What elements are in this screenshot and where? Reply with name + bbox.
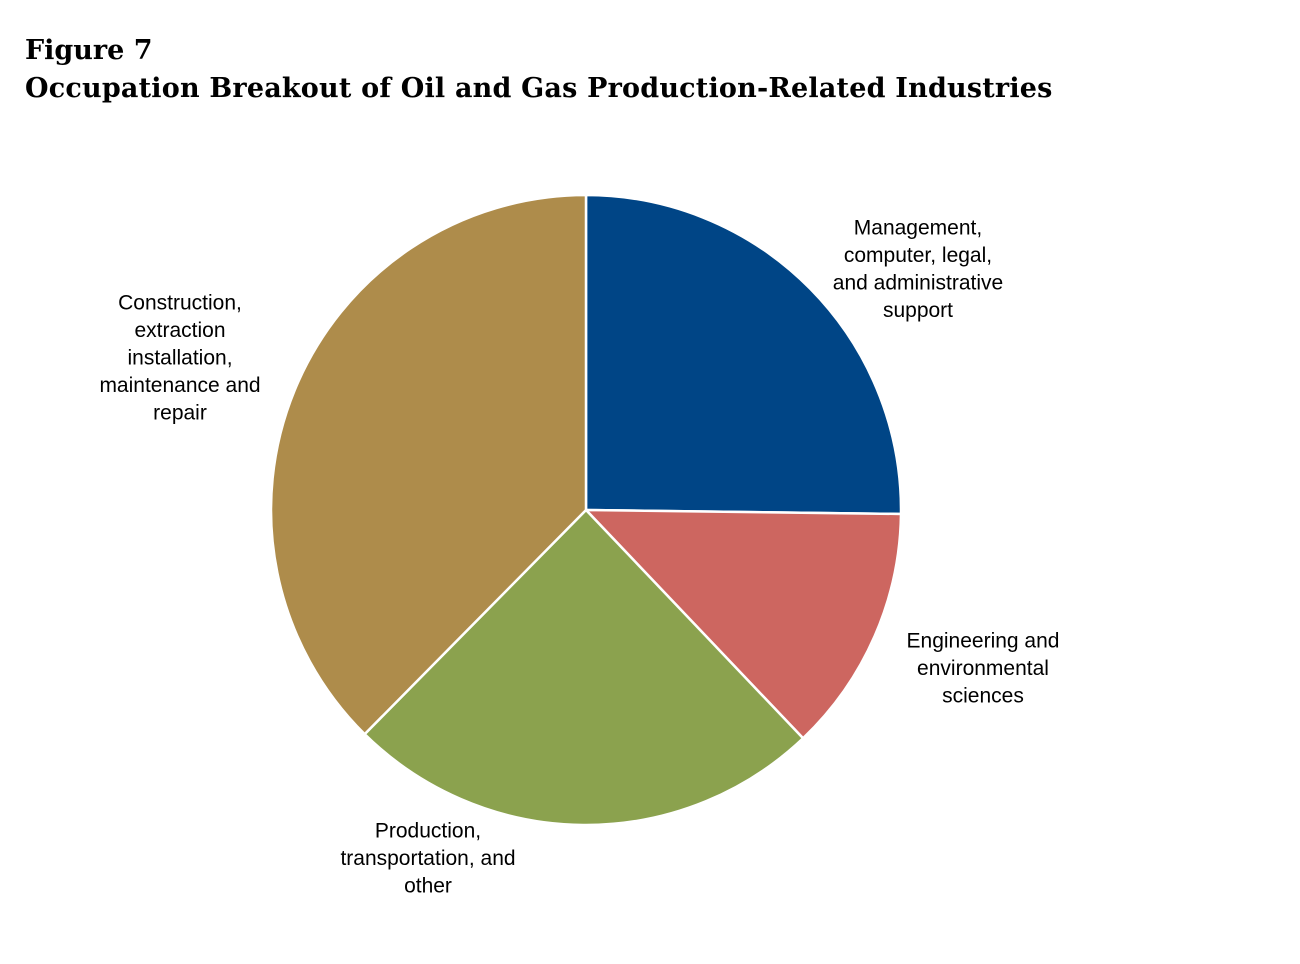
slice-label-line: support bbox=[883, 299, 953, 322]
chart-title: Occupation Breakout of Oil and Gas Produ… bbox=[25, 73, 1053, 104]
pie-slice bbox=[363, 508, 805, 827]
slice-label: Management, computer, legal, and administr… bbox=[833, 217, 1003, 323]
figure-number: Figure 7 bbox=[25, 35, 153, 66]
slice-label: Production, transportation, and other bbox=[340, 820, 515, 898]
slice-label-line: computer, legal, bbox=[844, 244, 992, 267]
pie-slice bbox=[584, 193, 903, 516]
slice-label-line: extraction bbox=[134, 319, 225, 342]
slice-label-line: sciences bbox=[942, 685, 1024, 708]
pie-labels: Management, computer, legal, and administr… bbox=[99, 217, 1059, 898]
slice-label-line: maintenance and bbox=[99, 374, 260, 397]
slice-label-line: Construction, bbox=[118, 292, 242, 315]
slice-label-line: transportation, and bbox=[340, 847, 515, 870]
slice-label-line: Engineering and bbox=[907, 630, 1060, 653]
slice-label-line: installation, bbox=[127, 347, 232, 370]
slice-label: Construction, extraction installation, main… bbox=[99, 292, 260, 425]
slice-label-line: repair bbox=[153, 402, 207, 425]
slice-label-line: environmental bbox=[917, 657, 1049, 680]
slice-label-line: and administrative bbox=[833, 272, 1003, 295]
slice-label: Engineering and environmental sciences bbox=[907, 630, 1060, 708]
slice-label-line: Management, bbox=[854, 217, 982, 240]
slice-label-line: other bbox=[404, 875, 452, 898]
slice-label-line: Production, bbox=[375, 820, 481, 843]
pie-slice bbox=[584, 508, 903, 740]
pie-slice bbox=[269, 193, 588, 736]
pie-slices bbox=[269, 193, 903, 827]
figure-header: Figure 7 Occupation Breakout of Oil and … bbox=[25, 32, 1053, 108]
